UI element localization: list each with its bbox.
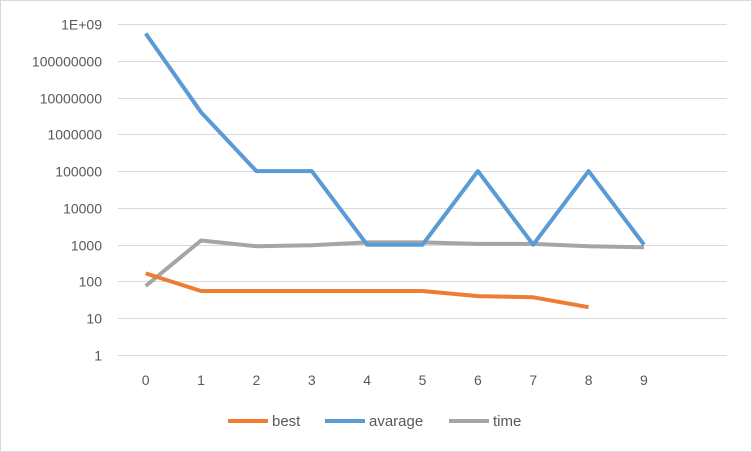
y-tick-label: 10 [86, 311, 102, 327]
y-tick-label: 10000 [63, 201, 102, 217]
legend: best avarage time [228, 413, 521, 430]
y-tick-label: 100 [79, 274, 103, 290]
x-tick-label: 7 [529, 372, 537, 388]
series-lines [144, 32, 646, 310]
legend-item-avarage: avarage [325, 413, 423, 430]
x-tick-label: 6 [474, 372, 482, 388]
series-line-time [144, 238, 645, 288]
x-tick-label: 1 [197, 372, 205, 388]
x-tick-label: 9 [640, 372, 648, 388]
x-tick-label: 5 [419, 372, 427, 388]
y-tick-label: 100000 [55, 164, 102, 180]
x-axis-tick-labels: 0 1 2 3 4 5 6 7 8 9 [142, 372, 648, 388]
legend-item-best: best [228, 413, 301, 430]
legend-item-time: time [449, 413, 521, 430]
x-tick-label: 0 [142, 372, 150, 388]
y-axis-tick-labels: 1 10 100 1000 10000 100000 1000000 10000000 1000… [32, 17, 102, 364]
y-tick-label: 10000000 [40, 91, 103, 107]
series-line-avarage [144, 32, 646, 247]
x-tick-label: 8 [585, 372, 593, 388]
y-tick-label: 1 [94, 348, 102, 364]
legend-label: avarage [369, 413, 423, 430]
x-tick-label: 4 [363, 372, 371, 388]
y-tick-label: 100000000 [32, 54, 102, 70]
legend-label: best [272, 413, 301, 430]
y-tick-label: 1E+09 [61, 17, 102, 33]
x-tick-label: 3 [308, 372, 316, 388]
x-tick-label: 2 [253, 372, 261, 388]
y-tick-label: 1000 [71, 238, 102, 254]
series-line-best [145, 271, 589, 310]
y-tick-label: 1000000 [47, 127, 102, 143]
legend-label: time [493, 413, 521, 430]
gridlines [118, 24, 727, 356]
